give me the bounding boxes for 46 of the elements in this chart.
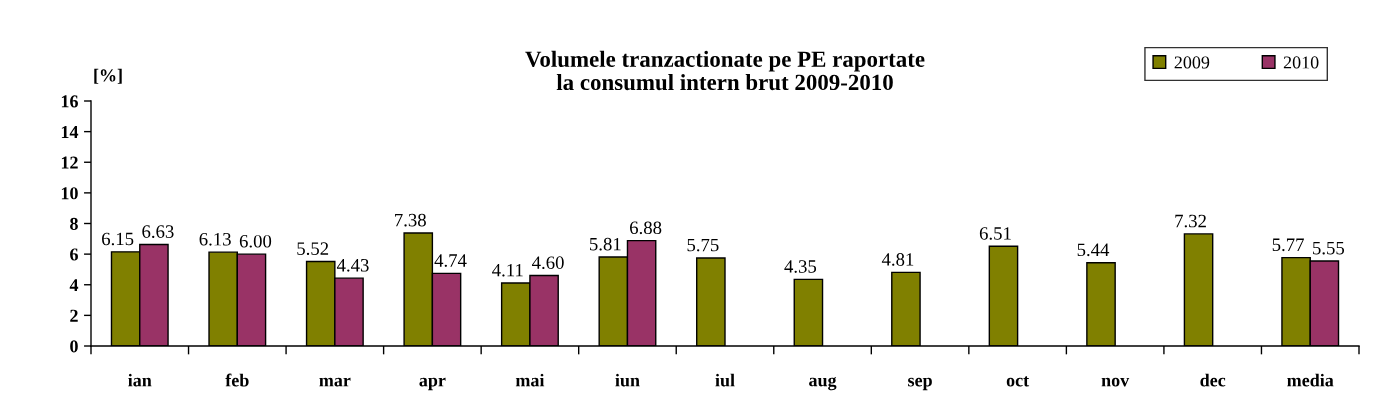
x-tick-label: dec: [1200, 373, 1226, 387]
x-tick-label: mai: [515, 373, 545, 387]
data-label: 4.74: [434, 254, 467, 267]
y-tick-label: 2: [70, 309, 78, 322]
data-label: 4.81: [881, 253, 914, 266]
data-label: 6.88: [630, 221, 662, 235]
legend-label: 2009: [1174, 56, 1210, 69]
y-tick-label: 8: [70, 217, 78, 230]
data-label: 6.00: [239, 234, 272, 248]
y-tick-label: 10: [61, 187, 78, 200]
data-label: 6.63: [142, 225, 174, 238]
x-tick-label: media: [1287, 373, 1334, 387]
chart-title: Volumele tranzactionate pe PE raportate la consumul intern brut 2009-2010: [525, 50, 925, 91]
y-tick-label: 12: [61, 156, 78, 169]
data-label: 5.77: [1272, 238, 1304, 252]
y-tick-label: 14: [61, 125, 79, 138]
data-label: 4.43: [336, 258, 369, 272]
x-tick-label: oct: [1006, 376, 1030, 387]
x-tick-label: ian: [128, 373, 152, 387]
x-tick-label: nov: [1101, 377, 1130, 387]
x-tick-label: feb: [225, 373, 249, 387]
data-label: 4.11: [492, 263, 523, 277]
data-label: 7.32: [1175, 214, 1206, 228]
y-tick-label: 16: [61, 95, 78, 108]
legend-label: 2010: [1283, 56, 1319, 69]
data-label: 5.52: [297, 242, 329, 255]
data-label: 5.55: [1313, 241, 1345, 255]
y-tick-label: 4: [69, 279, 79, 292]
x-tick-label: iul: [715, 373, 735, 387]
x-tick-label: sep: [908, 377, 932, 391]
x-tick-label: iun: [615, 373, 640, 387]
data-label: 5.44: [1077, 243, 1110, 257]
y-tick-label: 6: [70, 248, 78, 261]
data-label: 4.35: [784, 260, 817, 273]
data-label: 6.15: [102, 232, 134, 246]
data-label: 7.38: [395, 213, 426, 227]
y-axis-title: [%]: [94, 68, 122, 84]
data-label: 4.60: [532, 256, 564, 270]
data-label: 6.51: [979, 227, 1011, 240]
x-tick-label: mar: [319, 377, 351, 387]
x-tick-label: aug: [809, 376, 837, 391]
y-tick-label: 0: [70, 340, 78, 353]
x-tick-label: apr: [419, 377, 446, 391]
data-label: 5.81: [590, 237, 621, 251]
data-label: 6.13: [199, 232, 231, 246]
data-label: 5.75: [687, 238, 719, 252]
